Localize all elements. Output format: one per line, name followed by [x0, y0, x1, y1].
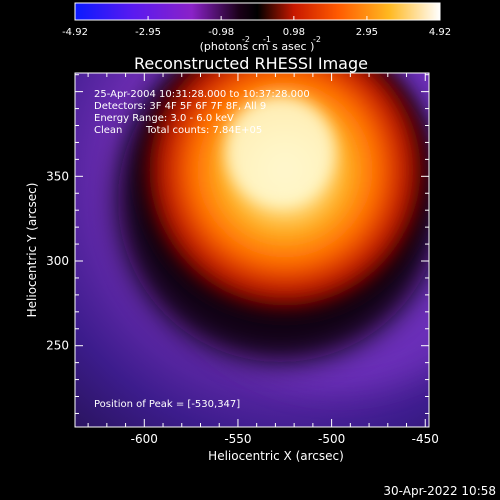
- x-axis-label: Heliocentric X (arcsec): [208, 449, 344, 463]
- annotation-peak: Position of Peak = [-530,347]: [94, 399, 240, 410]
- y-tick-label: 300: [46, 254, 69, 268]
- annotation-energy-range: Energy Range: 3.0 - 6.0 keV: [94, 113, 234, 124]
- x-tick-label: -450: [412, 432, 439, 446]
- footer-timestamp: 30-Apr-2022 10:58: [383, 484, 496, 498]
- y-tick-label: 250: [46, 339, 69, 353]
- colorbar-units-exp-1: -2: [242, 35, 250, 44]
- colorbar-tick-label: 2.95: [356, 27, 378, 38]
- colorbar-tick-label: -2.95: [135, 27, 161, 38]
- colorbar-units-exp-3: -2: [313, 35, 321, 44]
- x-tick-label: -600: [131, 432, 158, 446]
- colorbar-tick-label: -4.92: [62, 27, 88, 38]
- annotation-clean: Clean: [94, 125, 122, 136]
- colorbar-tick-label: 0.98: [283, 27, 305, 38]
- chart-title: Reconstructed RHESSI Image: [134, 54, 368, 73]
- colorbar-units-exp-2: -1: [263, 35, 271, 44]
- colorbar-tick-label: -0.98: [208, 27, 234, 38]
- colorbar-ticks: -4.92 -2.95 -0.98 0.98 2.95 4.92: [62, 16, 451, 38]
- annotation-total-counts: Total counts: 7.84E+05: [145, 125, 262, 136]
- heatmap-image: [75, 73, 429, 427]
- plot-frame: [74, 72, 430, 428]
- colorbar: [74, 2, 441, 21]
- colorbar-tick-label: 4.92: [429, 27, 451, 38]
- y-tick-label: 350: [46, 169, 69, 183]
- x-tick-label: -500: [318, 432, 345, 446]
- colorbar-units: (photons cm s asec ): [200, 40, 315, 53]
- axis-ticks: -600 -550 -500 -450 250 300 350: [46, 73, 439, 446]
- annotation-detectors: Detectors: 3F 4F 5F 6F 7F 8F, All 9: [94, 101, 266, 112]
- y-axis-label: Heliocentric Y (arcsec): [25, 183, 39, 318]
- annotation-time-range: 25-Apr-2004 10:31:28.000 to 10:37:28.000: [94, 89, 310, 100]
- x-tick-label: -550: [224, 432, 251, 446]
